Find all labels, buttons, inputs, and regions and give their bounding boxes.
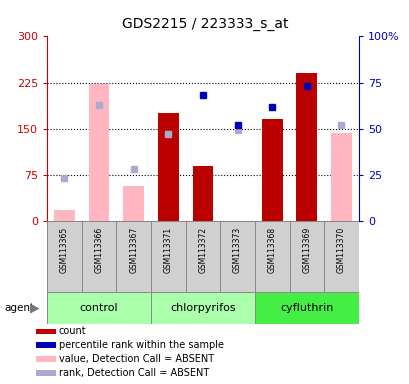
Bar bbox=[81, 221, 116, 292]
Text: GSM113367: GSM113367 bbox=[129, 227, 138, 273]
Bar bbox=[47, 292, 151, 324]
Bar bbox=[296, 73, 317, 221]
Bar bbox=[36, 356, 56, 362]
Text: agent: agent bbox=[4, 303, 34, 313]
Text: GSM113366: GSM113366 bbox=[94, 227, 103, 273]
Text: GSM113372: GSM113372 bbox=[198, 227, 207, 273]
Text: GSM113369: GSM113369 bbox=[301, 227, 310, 273]
Bar bbox=[151, 221, 185, 292]
Text: GSM113365: GSM113365 bbox=[60, 227, 69, 273]
Text: value, Detection Call = ABSENT: value, Detection Call = ABSENT bbox=[58, 354, 213, 364]
Bar bbox=[192, 166, 213, 221]
Text: count: count bbox=[58, 326, 86, 336]
Bar bbox=[254, 292, 358, 324]
Text: GSM113373: GSM113373 bbox=[232, 227, 241, 273]
Text: GSM113371: GSM113371 bbox=[164, 227, 173, 273]
Text: ▶: ▶ bbox=[29, 302, 39, 314]
Text: chlorpyrifos: chlorpyrifos bbox=[170, 303, 235, 313]
Bar bbox=[185, 221, 220, 292]
Bar bbox=[36, 343, 56, 348]
Bar bbox=[36, 370, 56, 376]
Bar bbox=[47, 221, 81, 292]
Bar bbox=[116, 221, 151, 292]
Text: GDS2215 / 223333_s_at: GDS2215 / 223333_s_at bbox=[121, 17, 288, 31]
Text: cyfluthrin: cyfluthrin bbox=[279, 303, 333, 313]
Bar bbox=[36, 329, 56, 334]
Text: percentile rank within the sample: percentile rank within the sample bbox=[58, 340, 223, 350]
Bar bbox=[261, 119, 282, 221]
Bar bbox=[157, 164, 178, 221]
Text: control: control bbox=[80, 303, 118, 313]
Bar bbox=[254, 221, 289, 292]
Bar bbox=[88, 84, 109, 221]
Bar bbox=[157, 113, 178, 221]
Bar bbox=[220, 221, 254, 292]
Bar bbox=[123, 186, 144, 221]
Bar bbox=[54, 210, 75, 221]
Text: rank, Detection Call = ABSENT: rank, Detection Call = ABSENT bbox=[58, 368, 208, 378]
Bar bbox=[324, 221, 358, 292]
Bar bbox=[289, 221, 324, 292]
Bar bbox=[151, 292, 254, 324]
Bar bbox=[330, 133, 351, 221]
Text: GSM113370: GSM113370 bbox=[336, 227, 345, 273]
Text: GSM113368: GSM113368 bbox=[267, 227, 276, 273]
